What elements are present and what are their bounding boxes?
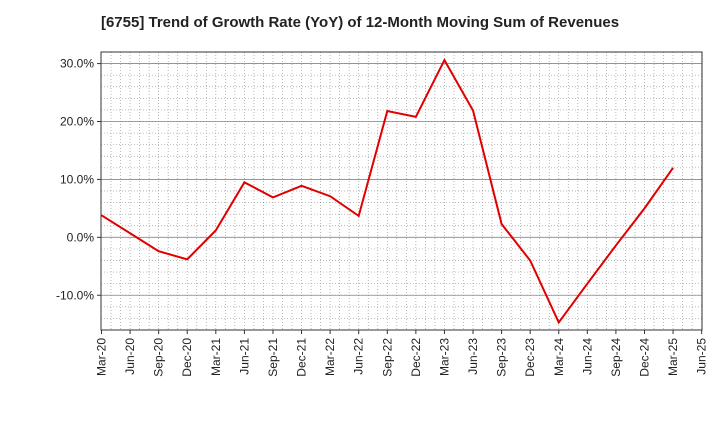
y-tick-label: 10.0%: [60, 172, 94, 186]
y-tick-label: -10.0%: [56, 288, 94, 302]
x-tick-label: Dec-24: [637, 338, 651, 377]
x-tick-label: Jun-21: [237, 338, 251, 375]
y-axis-ticks: 30.0% 20.0% 10.0% 0.0% -10.0%: [56, 57, 101, 302]
x-tick-label: Dec-21: [295, 338, 309, 377]
x-tick-label: Mar-24: [552, 338, 566, 376]
x-tick-label: Dec-20: [180, 338, 194, 377]
x-tick-label: Sep-22: [380, 338, 394, 377]
x-tick-label: Mar-23: [437, 338, 451, 376]
plot-area-border: [100, 51, 703, 331]
x-tick-label: Jun-22: [352, 338, 366, 375]
x-tick-label: Jun-25: [695, 338, 709, 375]
x-tick-label: Sep-23: [495, 338, 509, 377]
x-tick-label: Mar-25: [666, 338, 680, 376]
x-tick-label: Mar-20: [95, 338, 109, 376]
x-tick-label: Jun-23: [466, 338, 480, 375]
x-tick-label: Mar-21: [209, 338, 223, 376]
chart-title: [6755] Trend of Growth Rate (YoY) of 12-…: [100, 14, 620, 31]
x-tick-label: Jun-24: [580, 338, 594, 375]
x-tick-label: Dec-23: [523, 338, 537, 377]
series-group: [100, 57, 674, 325]
y-tick-label: 30.0%: [60, 57, 94, 71]
y-tick-label: 0.0%: [67, 230, 95, 244]
x-tick-label: Dec-22: [409, 338, 423, 377]
x-axis-ticks: Mar-20 Jun-20 Sep-20 Dec-20 Mar-21 Jun-21 Sep-…: [95, 330, 709, 377]
x-tick-label: Sep-24: [609, 338, 623, 377]
y-tick-label: 20.0%: [60, 115, 94, 129]
x-tick-label: Sep-21: [266, 338, 280, 377]
grid-lines: [101, 52, 702, 330]
x-tick-label: Sep-20: [152, 338, 166, 377]
x-tick-label: Jun-20: [123, 338, 137, 375]
x-tick-label: Mar-22: [323, 338, 337, 376]
